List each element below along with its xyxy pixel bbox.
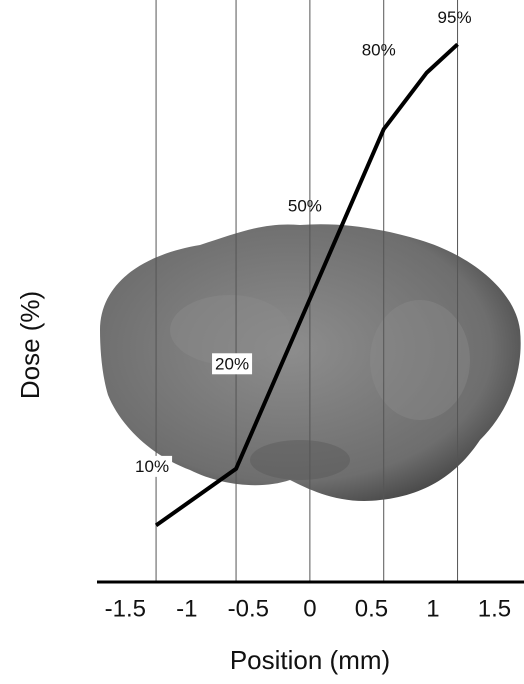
x-tick-label: 0 xyxy=(303,595,316,622)
value-label: 50% xyxy=(288,196,322,215)
x-tick-label: 1 xyxy=(426,595,439,622)
x-tick-label: -1.5 xyxy=(105,595,146,622)
x-axis-title: Position (mm) xyxy=(230,645,390,675)
x-tick-label: -1 xyxy=(176,595,197,622)
value-label: 20% xyxy=(215,354,249,373)
x-tick-label: 1.5 xyxy=(478,595,511,622)
value-label: 80% xyxy=(362,41,396,60)
chart: Position (mm) Dose (%) -1.5 -1 -0.5 0 0.5 1 1.… xyxy=(0,0,524,684)
value-label: 95% xyxy=(438,8,472,27)
x-tick-label: 0.5 xyxy=(355,595,388,622)
y-axis-title: Dose (%) xyxy=(15,291,45,399)
value-label: 10% xyxy=(135,457,169,476)
x-tick-label: -0.5 xyxy=(228,595,269,622)
